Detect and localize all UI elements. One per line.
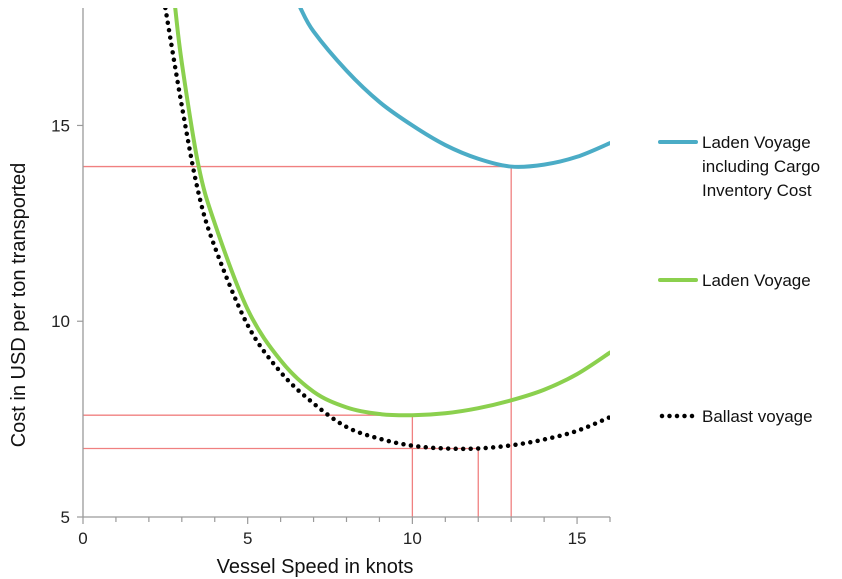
series-line-laden-voyage xyxy=(173,8,610,418)
legend-label: Laden Voyage including Cargo Inventory Cos… xyxy=(702,133,820,200)
series-line-ballast-voyage xyxy=(163,8,610,452)
legend-item-ballast-voyage: Ballast voyage xyxy=(659,407,813,426)
y-tick-label: 5 xyxy=(61,508,70,527)
y-axis-title: Cost in USD per ton transported xyxy=(8,163,30,448)
x-axis-title: Vessel Speed in knots xyxy=(217,556,414,578)
series-line-laden-voyage-including-cargo-inventory-cost xyxy=(298,8,610,169)
legend-item-laden-voyage: Laden Voyage xyxy=(658,271,811,290)
y-tick-label: 10 xyxy=(51,312,70,331)
y-tick-label: 15 xyxy=(51,116,70,135)
x-tick-label: 5 xyxy=(243,529,252,548)
plot-area xyxy=(83,8,610,517)
legend-label: Ballast voyage xyxy=(702,407,813,426)
legend-item-laden-voyage-including-cargo-inventory-cost: Laden Voyage including Cargo Inventory Cos… xyxy=(658,133,820,200)
x-tick-label: 15 xyxy=(568,529,587,548)
x-tick-label: 0 xyxy=(78,529,87,548)
x-tick-label: 10 xyxy=(403,529,422,548)
legend: Laden Voyage including Cargo Inventory Cos… xyxy=(658,133,820,426)
legend-label: Laden Voyage xyxy=(702,271,811,290)
